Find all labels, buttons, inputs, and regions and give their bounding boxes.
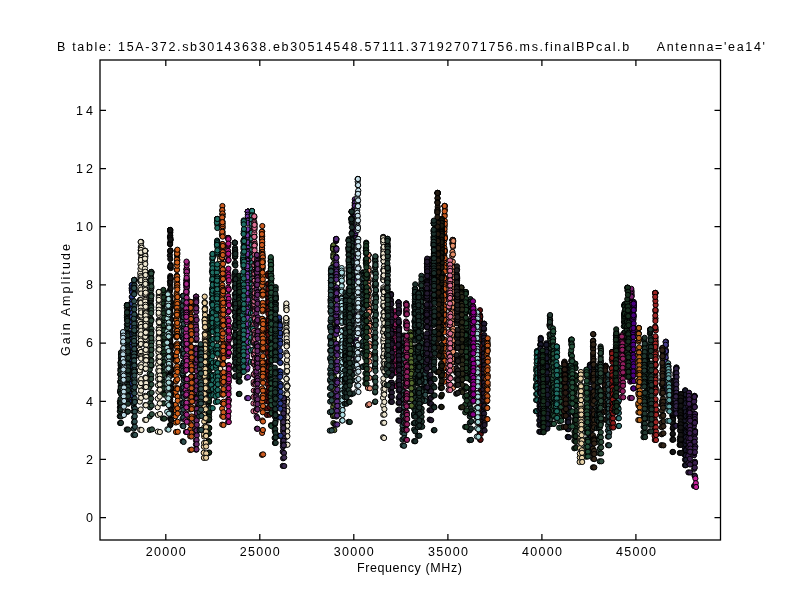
svg-text:2: 2 [86, 453, 93, 467]
svg-text:Frequency (MHz): Frequency (MHz) [357, 561, 462, 575]
svg-text:8: 8 [86, 278, 93, 292]
svg-text:6: 6 [86, 336, 93, 350]
svg-text:25000: 25000 [240, 545, 280, 559]
svg-text:45000: 45000 [616, 545, 656, 559]
svg-text:4: 4 [86, 395, 93, 409]
svg-text:40000: 40000 [522, 545, 562, 559]
svg-text:35000: 35000 [428, 545, 468, 559]
svg-text:30000: 30000 [334, 545, 374, 559]
svg-text:20000: 20000 [146, 545, 186, 559]
svg-text:0: 0 [86, 511, 93, 525]
svg-text:Gain Amplitude: Gain Amplitude [59, 244, 73, 356]
svg-text:B table: 15A-372.sb30143638.eb: B table: 15A-372.sb30143638.eb30514548.5… [57, 40, 765, 54]
